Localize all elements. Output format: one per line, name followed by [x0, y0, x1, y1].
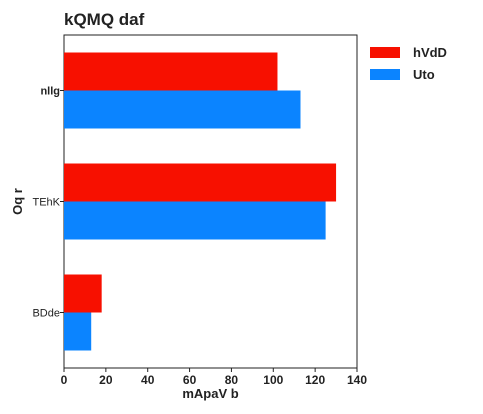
y-axis-label: Oq r [10, 188, 25, 215]
y-tick-label: nllg [40, 86, 60, 98]
chart-title: kQMQ daf [64, 10, 145, 29]
x-tick-label: 20 [99, 373, 113, 387]
x-tick-label: 60 [183, 373, 197, 387]
y-axis-categories: nllg TEhK BDde [32, 86, 64, 320]
x-tick-label: 40 [141, 373, 155, 387]
x-axis-ticks: 0 20 40 60 80 100 120 140 [61, 368, 367, 387]
x-tick-label: 120 [305, 373, 325, 387]
bar-hVdD-BDde [64, 274, 102, 313]
y-tick-label: BDde [32, 308, 60, 320]
bar-Uto-TEhK [64, 201, 326, 240]
x-tick-label: 0 [61, 373, 68, 387]
legend-label-Uto: Uto [413, 67, 435, 82]
bar-Uto-BDde [64, 312, 92, 351]
y-tick-label: TEhK [32, 197, 60, 209]
bar-hVdD-TEhK [64, 163, 337, 202]
legend: hVdD Uto [370, 45, 447, 82]
x-tick-label: 80 [225, 373, 239, 387]
x-axis-label: mApaV b [182, 386, 238, 401]
bar-Uto-nllg [64, 90, 301, 129]
legend-label-hVdD: hVdD [413, 45, 447, 60]
legend-swatch-hVdD [370, 47, 400, 58]
x-tick-label: 100 [263, 373, 283, 387]
bar-hVdD-nllg [64, 52, 278, 91]
legend-swatch-Uto [370, 69, 400, 80]
x-tick-label: 140 [347, 373, 367, 387]
bars-group [64, 52, 337, 351]
